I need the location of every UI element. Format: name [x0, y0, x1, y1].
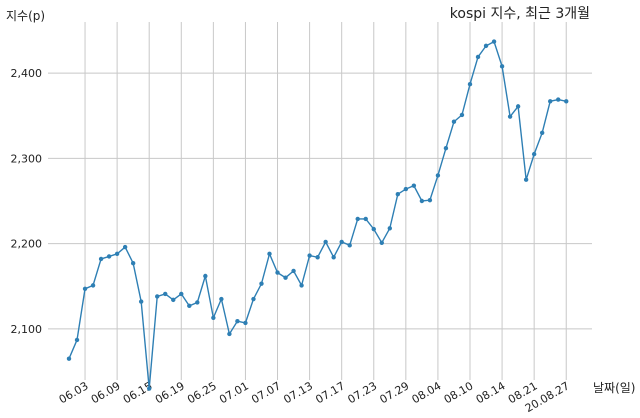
data-point	[187, 303, 192, 309]
data-point	[90, 283, 96, 288]
data-point	[243, 320, 248, 326]
data-point	[475, 54, 481, 60]
data-point	[275, 270, 280, 275]
data-point	[363, 216, 368, 222]
y-axis-label: 지수(p)	[6, 9, 45, 23]
data-point	[219, 296, 224, 302]
data-point	[548, 99, 553, 104]
data-point	[315, 255, 320, 260]
x-tick-label: 07.01	[217, 379, 251, 406]
x-tick-label: 08.10	[442, 379, 476, 406]
data-point	[443, 145, 449, 151]
data-point	[371, 226, 376, 232]
data-point	[106, 254, 112, 259]
chart-title: kospi 지수, 최근 3개월	[450, 6, 590, 22]
data-point	[267, 251, 272, 257]
x-tick-label: 07.17	[313, 379, 347, 406]
x-tick-label: 08.14	[474, 379, 508, 406]
data-point	[339, 239, 344, 245]
x-tick-label: 06.19	[153, 379, 187, 406]
data-point	[347, 243, 352, 248]
data-point	[227, 331, 232, 337]
data-point	[283, 275, 288, 280]
data-point	[155, 294, 160, 299]
data-point	[467, 82, 473, 87]
data-point	[130, 261, 136, 266]
data-point	[387, 226, 392, 231]
data-point	[291, 268, 296, 274]
data-point	[147, 386, 152, 391]
data-point	[539, 130, 545, 136]
data-point	[98, 256, 104, 262]
data-point	[395, 191, 401, 197]
data-point	[491, 39, 497, 44]
x-tick-label: 08.04	[410, 379, 444, 406]
data-point	[307, 253, 312, 258]
data-point	[523, 177, 529, 182]
x-axis-label: 날짜(일)	[593, 381, 635, 395]
data-point	[531, 151, 537, 157]
data-point	[179, 291, 184, 297]
data-point	[331, 255, 336, 260]
x-tick-label: 06.03	[57, 379, 91, 406]
data-point	[163, 291, 168, 297]
x-tick-label: 07.23	[345, 379, 379, 406]
data-point	[515, 104, 521, 109]
data-point	[427, 197, 433, 203]
y-tick-labels: 2,100 2,200 2,300 2,400	[11, 67, 43, 336]
data-points	[66, 39, 569, 391]
data-point	[114, 251, 120, 257]
x-tick-labels: 06.0306.0906.1506.1906.2507.0107.0707.13…	[57, 379, 572, 415]
data-point	[211, 315, 216, 320]
data-point	[195, 300, 200, 305]
data-point	[419, 198, 425, 204]
data-point	[459, 112, 465, 118]
data-point	[451, 119, 457, 124]
data-point	[122, 244, 128, 250]
data-point	[556, 97, 561, 102]
data-point	[379, 240, 384, 245]
y-tick-label: 2,300	[11, 152, 43, 165]
data-point	[499, 64, 505, 69]
x-tick-label: 07.07	[249, 379, 283, 406]
data-point	[507, 114, 513, 119]
data-point	[564, 99, 569, 104]
data-point	[435, 173, 441, 178]
x-tick-label: 06.09	[89, 379, 123, 406]
y-tick-label: 2,100	[11, 323, 43, 336]
data-point	[323, 239, 328, 245]
data-point	[411, 183, 417, 188]
data-point	[74, 337, 80, 343]
data-point	[299, 283, 304, 288]
x-tick-label: 06.25	[185, 379, 219, 406]
data-point	[259, 281, 264, 286]
data-point	[138, 299, 144, 304]
y-tick-label: 2,200	[11, 238, 43, 251]
grid	[48, 22, 592, 380]
kospi-series-line	[68, 40, 567, 389]
data-point	[483, 43, 489, 49]
data-point	[203, 273, 208, 279]
data-point	[355, 216, 360, 222]
data-point	[66, 356, 72, 361]
data-point	[235, 318, 240, 324]
x-tick-label: 07.29	[378, 379, 412, 406]
data-point	[403, 186, 409, 192]
data-point	[82, 286, 88, 291]
data-point	[171, 297, 176, 303]
x-tick-label: 07.13	[281, 379, 315, 406]
data-point	[251, 296, 256, 302]
y-tick-label: 2,400	[11, 67, 43, 80]
